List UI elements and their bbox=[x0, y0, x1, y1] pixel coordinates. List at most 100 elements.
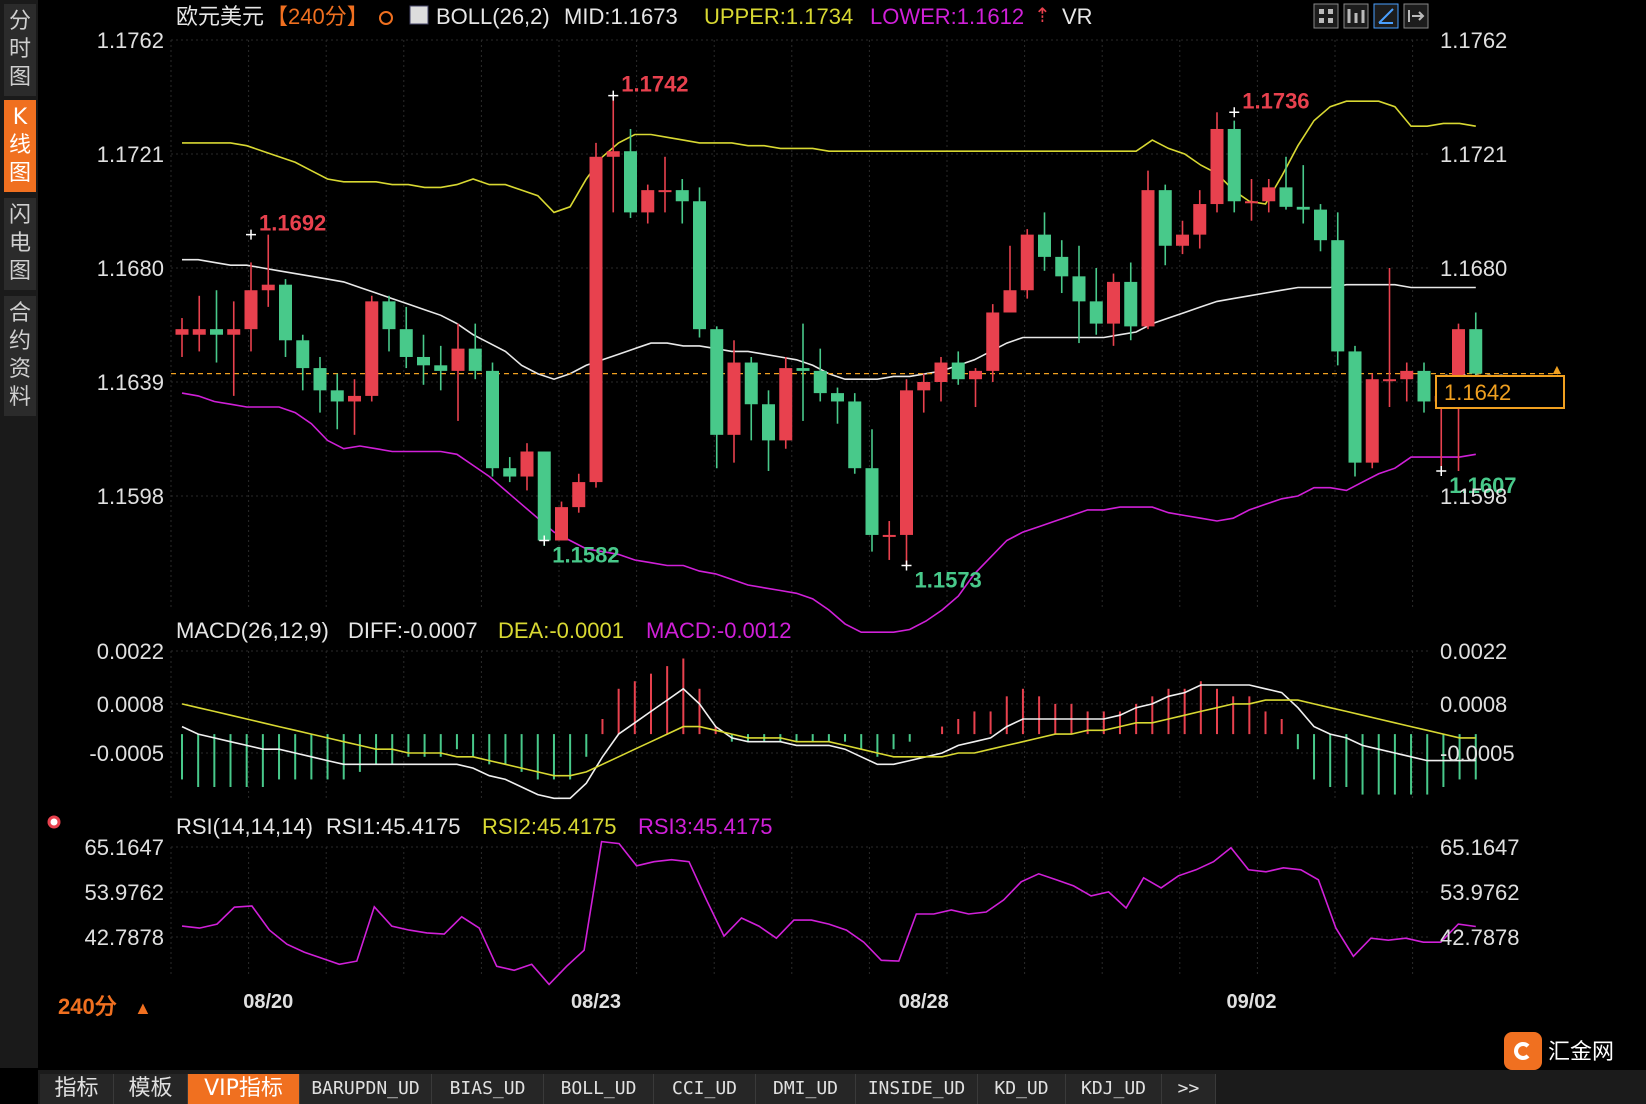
bottom-tab-7[interactable]: DMI_UD bbox=[756, 1074, 856, 1104]
candle-body[interactable] bbox=[641, 190, 655, 213]
candle-body[interactable] bbox=[951, 362, 965, 380]
candle-body[interactable] bbox=[762, 404, 775, 441]
candle-body[interactable] bbox=[917, 382, 931, 391]
candle-body[interactable] bbox=[882, 534, 896, 537]
candle-body[interactable] bbox=[192, 329, 206, 335]
candle-body[interactable] bbox=[1141, 190, 1155, 327]
candle-body[interactable] bbox=[1331, 240, 1345, 352]
fullscreen-icon[interactable] bbox=[1403, 3, 1429, 29]
candle-body[interactable] bbox=[1176, 234, 1189, 246]
candle-body[interactable] bbox=[227, 329, 241, 335]
candle-body[interactable] bbox=[658, 190, 672, 193]
bottom-tab-10[interactable]: KDJ_UD bbox=[1066, 1074, 1162, 1104]
candle-body[interactable] bbox=[1210, 128, 1224, 205]
candle-body[interactable] bbox=[537, 451, 551, 541]
candle-body[interactable] bbox=[1107, 281, 1120, 324]
candle-body[interactable] bbox=[261, 284, 275, 291]
candle-body[interactable] bbox=[1383, 379, 1396, 382]
candle-body[interactable] bbox=[1314, 209, 1327, 241]
candle-body[interactable] bbox=[1365, 379, 1379, 463]
candle-body[interactable] bbox=[900, 390, 913, 535]
candle-body[interactable] bbox=[1262, 187, 1276, 202]
candle-body[interactable] bbox=[244, 290, 258, 330]
bottom-tab-5[interactable]: BOLL_UD bbox=[544, 1074, 654, 1104]
candle-body[interactable] bbox=[693, 201, 706, 330]
candle-body[interactable] bbox=[744, 362, 758, 405]
candle-body[interactable] bbox=[1193, 204, 1207, 235]
candle-body[interactable] bbox=[175, 329, 189, 335]
candle-body[interactable] bbox=[606, 151, 620, 157]
candle-body[interactable] bbox=[503, 468, 517, 477]
bottom-tab-6[interactable]: CCI_UD bbox=[654, 1074, 756, 1104]
candle-body[interactable] bbox=[572, 482, 586, 508]
bottom-tab-3[interactable]: BARUPDN_UD bbox=[300, 1074, 432, 1104]
candle-body[interactable] bbox=[210, 329, 223, 335]
side-tab-1[interactable]: K 线 图 bbox=[4, 100, 36, 192]
candle-body[interactable] bbox=[779, 368, 793, 441]
indicator-chart-icon[interactable] bbox=[409, 5, 429, 25]
candle-body[interactable] bbox=[710, 329, 724, 435]
candle-body[interactable] bbox=[727, 362, 741, 435]
candle-body[interactable] bbox=[1279, 187, 1293, 207]
candle-body[interactable] bbox=[1158, 190, 1172, 246]
side-tab-3[interactable]: 合 约 资 料 bbox=[4, 296, 36, 416]
chart-type-icon[interactable] bbox=[1343, 3, 1369, 29]
candle-body[interactable] bbox=[865, 468, 879, 535]
candle-body[interactable] bbox=[1469, 329, 1483, 374]
candle-body[interactable] bbox=[417, 356, 430, 366]
candle-body[interactable] bbox=[1245, 201, 1258, 204]
candle-body[interactable] bbox=[796, 368, 810, 371]
candle-body[interactable] bbox=[520, 451, 534, 477]
side-tab-0[interactable]: 分 时 图 bbox=[4, 4, 36, 96]
candle-body[interactable] bbox=[1296, 206, 1310, 210]
candle-body[interactable] bbox=[675, 190, 689, 202]
bottom-tab-8[interactable]: INSIDE_UD bbox=[856, 1074, 978, 1104]
bottom-tab-0[interactable]: 指标 bbox=[40, 1074, 114, 1104]
candle-body[interactable] bbox=[1038, 234, 1051, 257]
side-tab-2[interactable]: 闪 电 图 bbox=[4, 198, 36, 290]
candle-body[interactable] bbox=[1003, 290, 1017, 313]
bottom-tab-2[interactable]: VIP指标 bbox=[188, 1074, 300, 1104]
candle-body[interactable] bbox=[296, 340, 310, 369]
candle-body[interactable] bbox=[1055, 256, 1069, 277]
bottom-tab-4[interactable]: BIAS_UD bbox=[432, 1074, 544, 1104]
bottom-tab-1[interactable]: 模板 bbox=[114, 1074, 188, 1104]
bottom-tab-9[interactable]: KD_UD bbox=[978, 1074, 1066, 1104]
candle-body[interactable] bbox=[1020, 234, 1034, 291]
candle-body[interactable] bbox=[934, 362, 948, 382]
candle-body[interactable] bbox=[1227, 128, 1241, 202]
candle-body[interactable] bbox=[1124, 281, 1138, 327]
sun-icon[interactable] bbox=[47, 815, 61, 829]
candle-body[interactable] bbox=[1348, 351, 1362, 463]
candle-body[interactable] bbox=[555, 507, 568, 541]
candle-body[interactable] bbox=[1089, 301, 1103, 324]
layout-grid-icon[interactable] bbox=[1313, 3, 1339, 29]
bottom-tab-11[interactable]: >> bbox=[1162, 1074, 1216, 1104]
candle-body[interactable] bbox=[813, 370, 827, 394]
candle-body[interactable] bbox=[486, 370, 499, 469]
kline-chart[interactable]: 1.1692 1.1742 1.1582 1.1573 1.1736 1.1607 1.1… bbox=[38, 0, 1646, 1068]
candle-body[interactable] bbox=[1072, 276, 1086, 302]
candle-body[interactable] bbox=[986, 312, 1000, 371]
candle-body[interactable] bbox=[313, 368, 327, 391]
candle-body[interactable] bbox=[279, 284, 292, 341]
header-period[interactable]: 【240分】 bbox=[266, 4, 369, 29]
candle-body[interactable] bbox=[1417, 370, 1431, 402]
settings-icon[interactable] bbox=[379, 11, 393, 25]
candle-body[interactable] bbox=[831, 393, 844, 402]
candle-body[interactable] bbox=[848, 401, 862, 469]
candle-body[interactable] bbox=[969, 370, 982, 380]
candle-body[interactable] bbox=[434, 365, 448, 371]
candle-body[interactable] bbox=[399, 329, 413, 357]
candle-body[interactable] bbox=[330, 390, 344, 402]
draw-tool-icon[interactable] bbox=[1373, 3, 1399, 29]
candle-body[interactable] bbox=[451, 348, 465, 371]
candle-body[interactable] bbox=[382, 301, 396, 330]
candle-body[interactable] bbox=[624, 151, 637, 213]
candle-body[interactable] bbox=[589, 156, 603, 483]
candle-body[interactable] bbox=[348, 395, 361, 402]
period-label[interactable]: 240分 bbox=[58, 994, 117, 1019]
candle-body[interactable] bbox=[1400, 370, 1414, 380]
candle-body[interactable] bbox=[365, 301, 379, 396]
candle-body[interactable] bbox=[468, 348, 482, 371]
